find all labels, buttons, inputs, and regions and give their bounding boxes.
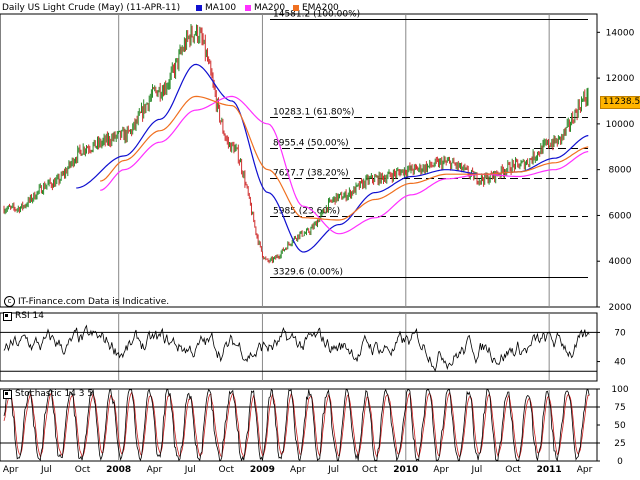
x-axis-tick-label: Apr [577,465,593,475]
stochastic-panel [0,388,597,462]
legend-ma100: MA100 [196,2,236,14]
ma100-swatch [196,5,202,11]
ema200-line [100,95,589,221]
stochastic-axis-tick-label: 25 [614,439,625,449]
x-axis-tick-label: Apr [433,465,449,475]
stochastic-panel-label: Stochastic 14 3 5 [3,389,93,399]
x-axis-tick-labels: Apr Jul Oct 2008 Apr Jul Oct 2009 Apr Jul Oct 2010 A… [3,465,593,475]
copyright-icon: c [4,296,15,307]
x-axis-tick-label: 2009 [250,465,275,475]
stochastic-k-line [3,388,590,462]
x-axis-tick-label: Apr [290,465,306,475]
data-credit: c IT-Finance.com Data is Indicative. [4,296,169,307]
price-axis-tick-label: 10000 [606,120,635,130]
fibonacci-label: 7627.7 (38.20%) [273,169,349,179]
ma100-label: MA100 [205,3,237,13]
price-axis-tick-label: 8000 [609,166,632,176]
title-text: Daily US Light Crude (May) (11-APR-11) [2,3,181,13]
panel-toggle-icon[interactable] [3,389,12,399]
fibonacci-label: 14581.2 (100.00%) [273,10,360,20]
x-axis-tick-label: Apr [3,465,19,475]
stochastic-axis-tick-label: 100 [611,385,628,395]
fibonacci-label: 5985 (23.60%) [273,207,340,217]
moving-average-lines [76,63,589,253]
credit-text: IT-Finance.com Data is Indicative. [18,296,170,307]
price-axis-tick-label: 6000 [609,211,632,221]
fibonacci-label: 10283.1 (61.80%) [273,108,354,118]
price-axis-tick-label: 2000 [609,303,632,313]
x-axis-tick-label: 2011 [537,465,562,475]
panel-toggle-icon[interactable] [3,311,12,321]
x-axis-tick-label: Oct [505,465,521,475]
ma100-line [76,63,589,253]
stochastic-d-line [3,391,590,459]
current-price-badge: 11238.5 [600,96,640,109]
ema200-swatch [293,5,299,11]
rsi-line [3,324,590,373]
panel-frame [0,312,598,382]
legend-ma200: MA200 [245,2,285,14]
legend-ema200: EMA200 [293,2,339,14]
x-axis-tick-label: Jul [184,465,196,475]
price-axis-tick-label: 12000 [606,74,635,84]
price-axis-tick-label: 4000 [609,257,632,267]
x-axis-tick-label: Oct [219,465,235,475]
stochastic-label-text: Stochastic 14 3 5 [15,389,94,399]
x-axis-tick-label: Jul [470,465,482,475]
ma200-swatch [245,5,251,11]
ma200-line [100,95,589,235]
ema200-label: EMA200 [302,3,339,13]
x-axis-tick-label: Oct [75,465,91,475]
price-axis-tick-label: 14000 [606,28,635,38]
rsi-panel-label: RSI 14 [3,311,44,321]
x-axis-tick-label: Oct [362,465,378,475]
x-axis-tick-label: 2010 [393,465,418,475]
rsi-axis-tick-label: 40 [614,358,626,368]
rsi-label-text: RSI 14 [15,311,44,321]
x-axis-tick-label: Jul [40,465,52,475]
stochastic-axis-tick-label: 0 [617,457,623,467]
x-axis-tick-label: 2008 [106,465,131,475]
fibonacci-levels: 14581.2 (100.00%) 10283.1 (61.80%) 8955.4 … [270,10,588,278]
fibonacci-label: 3329.6 (0.00%) [273,268,343,278]
rsi-axis-tick-label: 70 [614,328,626,338]
rsi-panel [0,324,597,373]
panel-frame [0,13,598,308]
fibonacci-label: 8955.4 (50.00%) [273,139,349,149]
ma200-label: MA200 [254,3,286,13]
y-axis-tick-labels: 2000 4000 6000 8000 10000 12000 14000 40 70 0 25 50… [597,28,635,467]
x-axis-tick-label: Jul [327,465,339,475]
stochastic-axis-tick-label: 50 [614,421,626,431]
x-axis-tick-label: Apr [147,465,163,475]
stochastic-axis-tick-label: 75 [614,403,625,413]
chart-title: Daily US Light Crude (May) (11-APR-11) [2,2,180,14]
